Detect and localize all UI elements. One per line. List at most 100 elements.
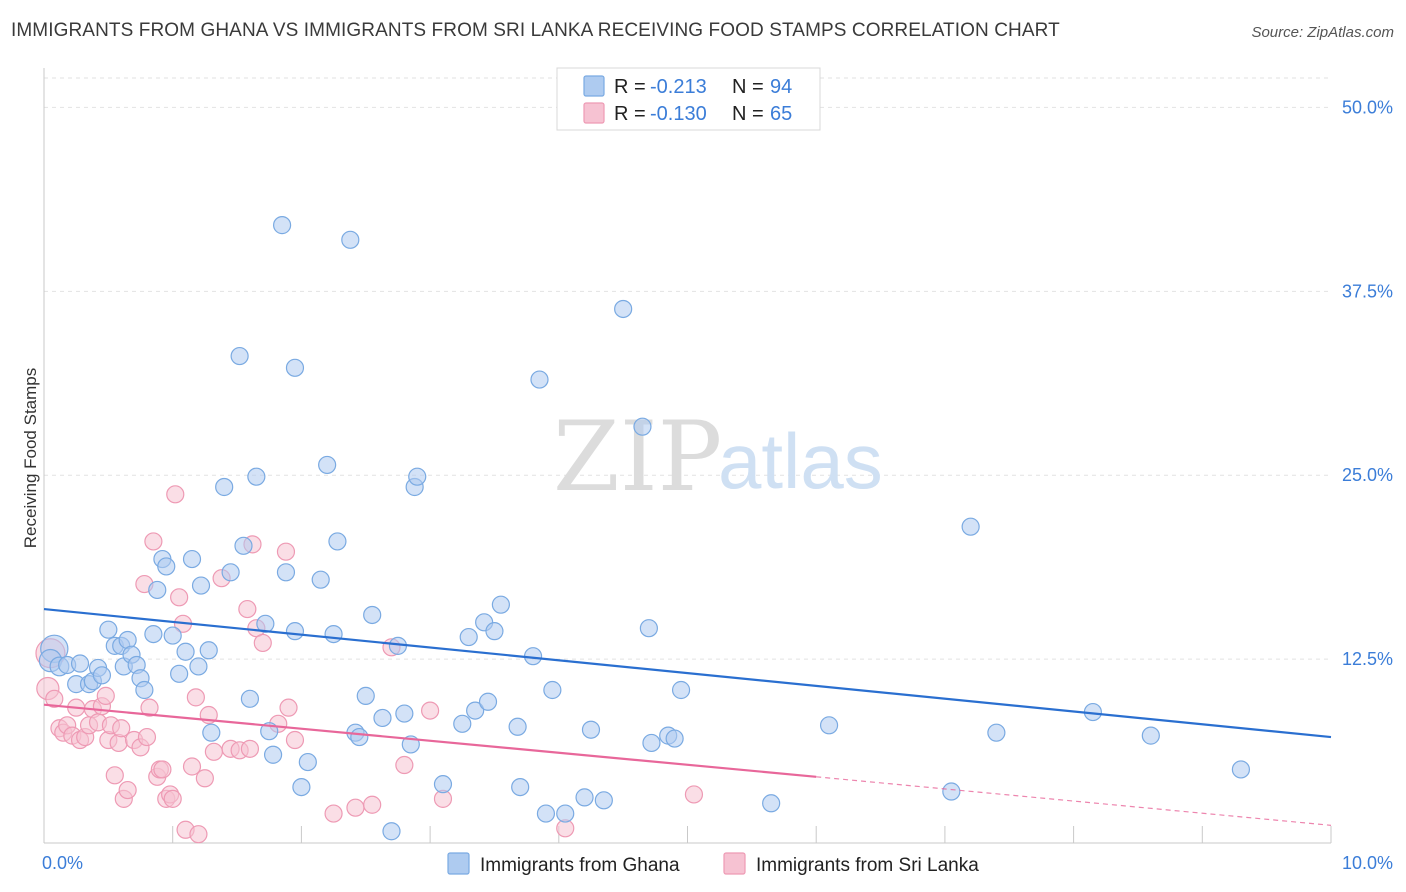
point-srilanka	[109, 733, 128, 753]
point-ghana	[639, 619, 658, 638]
watermark-atlas: atlas	[718, 417, 883, 505]
point-ghana	[762, 794, 781, 813]
point-ghana	[395, 704, 414, 723]
point-ghana	[511, 777, 530, 797]
legend-r-value-ghana: -0.213	[650, 76, 707, 98]
point-ghana	[163, 626, 182, 645]
point-ghana	[285, 358, 305, 377]
point-srilanka	[186, 688, 205, 707]
legend: R = -0.213 N = 94 R = -0.130 N = 65	[556, 67, 821, 131]
point-ghana	[144, 624, 163, 644]
point-ghana	[263, 745, 283, 764]
point-srilanka	[137, 727, 157, 747]
point-ghana	[671, 680, 691, 700]
chart-title: IMMIGRANTS FROM GHANA VS IMMIGRANTS FROM…	[11, 20, 1060, 41]
point-srilanka	[163, 789, 182, 808]
point-ghana	[1231, 760, 1251, 779]
legend-swatch-ghana	[583, 75, 605, 97]
point-ghana	[189, 657, 208, 676]
point-ghana	[247, 467, 266, 486]
point-srilanka	[105, 766, 124, 785]
point-ghana	[240, 689, 260, 708]
point-srilanka	[346, 798, 365, 817]
point-ghana	[819, 716, 839, 735]
point-srilanka	[395, 755, 414, 775]
point-ghana	[556, 804, 575, 823]
point-ghana	[199, 641, 218, 660]
bottom-legend-swatch-ghana	[447, 852, 470, 875]
legend-r-value-srilanka: -0.130	[650, 103, 707, 125]
bottom-legend-label-srilanka: Immigrants from Sri Lanka	[756, 855, 979, 876]
point-ghana	[256, 614, 275, 633]
bottom-legend: Immigrants from Ghana Immigrants from Sr…	[447, 852, 979, 876]
legend-swatch-srilanka	[583, 102, 605, 124]
point-srilanka	[195, 769, 214, 788]
point-ghana	[176, 642, 195, 661]
point-ghana	[614, 299, 633, 319]
point-ghana	[191, 576, 211, 595]
point-srilanka	[204, 742, 223, 761]
point-srilanka	[140, 698, 159, 717]
point-ghana	[318, 455, 337, 475]
point-ghana	[961, 517, 980, 536]
y-tick-label: 37.5%	[1342, 281, 1393, 301]
point-ghana	[543, 680, 562, 700]
point-ghana	[292, 777, 311, 797]
point-ghana	[575, 788, 594, 807]
point-srilanka	[118, 780, 137, 800]
point-ghana	[311, 570, 330, 589]
point-ghana	[92, 666, 112, 685]
point-srilanka	[421, 701, 440, 720]
trendline-ghana	[43, 607, 1332, 739]
point-ghana	[485, 622, 504, 641]
point-ghana	[276, 563, 296, 582]
bottom-legend-swatch-srilanka	[723, 852, 746, 875]
trendline-srilanka	[43, 703, 817, 778]
point-srilanka	[144, 532, 163, 551]
point-srilanka	[238, 599, 257, 619]
point-ghana	[170, 664, 189, 683]
point-ghana	[215, 477, 234, 497]
tick-labels: 12.5% 25.0% 37.5% 50.0% 0.0% 10.0%	[42, 97, 1393, 873]
point-srilanka	[189, 825, 208, 844]
point-ghana	[202, 723, 221, 742]
point-ghana	[1141, 726, 1160, 745]
point-ghana	[324, 624, 343, 644]
point-ghana	[99, 620, 118, 639]
point-ghana	[642, 733, 661, 753]
point-ghana	[148, 580, 167, 600]
point-ghana	[350, 727, 369, 747]
point-ghana	[341, 230, 360, 249]
trendlines	[43, 607, 1332, 826]
point-ghana	[135, 680, 154, 700]
y-tick-label: 12.5%	[1342, 649, 1393, 669]
point-srilanka	[96, 686, 115, 705]
legend-n-value-srilanka: 65	[770, 103, 792, 125]
point-ghana	[298, 752, 317, 772]
point-srilanka	[166, 485, 185, 504]
legend-n-value-ghana: 94	[770, 76, 792, 98]
point-srilanka	[276, 542, 296, 561]
point-ghana	[221, 563, 240, 582]
point-ghana	[382, 822, 401, 841]
point-ghana	[373, 708, 392, 728]
legend-n-label-ghana: N =	[732, 76, 764, 98]
point-ghana	[356, 686, 375, 705]
point-ghana	[272, 216, 292, 235]
y-tick-label: 50.0%	[1342, 97, 1393, 117]
point-ghana	[581, 720, 601, 739]
trendline-srilanka-extension	[816, 776, 1332, 826]
point-ghana	[230, 346, 249, 366]
point-ghana	[491, 595, 510, 614]
point-ghana	[328, 532, 347, 551]
point-ghana	[157, 557, 176, 576]
point-srilanka	[363, 795, 382, 814]
point-ghana	[433, 775, 453, 794]
x-tick-label-end: 10.0%	[1342, 853, 1393, 873]
point-srilanka	[112, 719, 131, 738]
y-axis-label: Receiving Food Stamps	[21, 368, 40, 548]
series-ghana-points	[38, 216, 1251, 841]
point-srilanka	[324, 804, 343, 823]
point-ghana	[234, 536, 253, 555]
